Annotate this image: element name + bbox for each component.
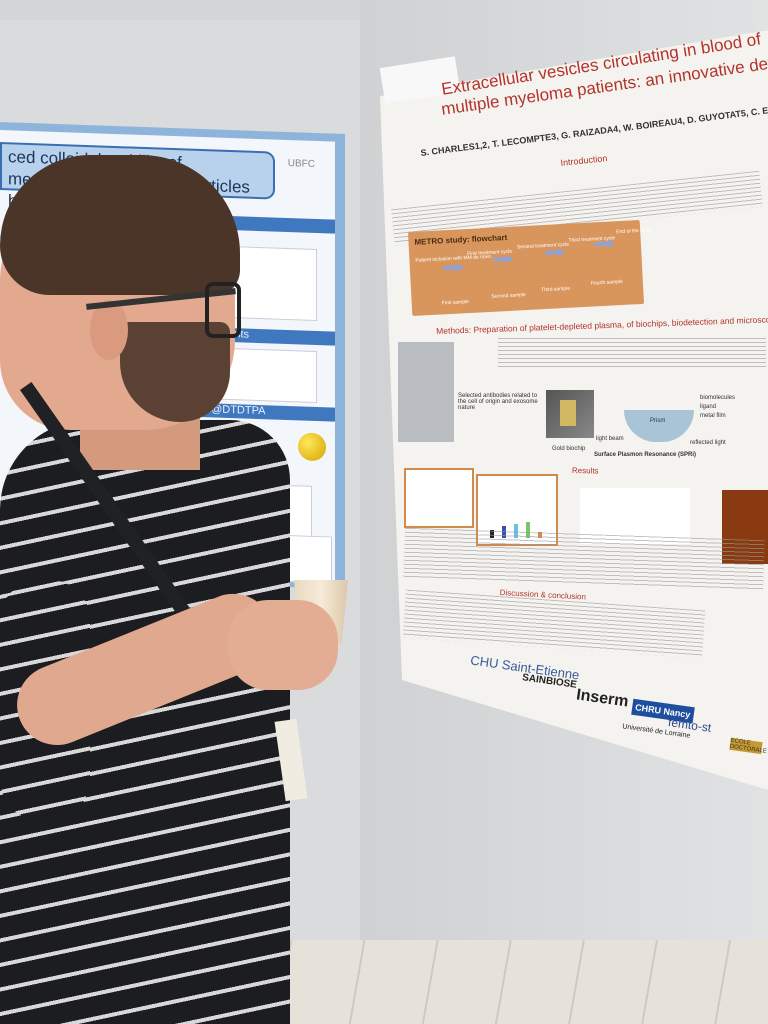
person-hand: [228, 600, 338, 690]
gold-biochip-photo: [546, 390, 594, 438]
arrow-icon: [545, 248, 565, 257]
gold-layer: [560, 400, 576, 426]
spr-label: Surface Plasmon Resonance (SPRi): [594, 452, 697, 458]
flow-step: First treatment cycle: [467, 248, 513, 258]
flowchart: METRO study: flowchart Patient inclusion…: [407, 219, 652, 317]
metal-film-label: metal film: [700, 413, 726, 419]
ligand-label: ligand: [700, 404, 717, 410]
flowchart-title: METRO study: flowchart: [414, 232, 508, 247]
person-hair: [0, 155, 240, 295]
light-beam-label: light beam: [596, 436, 624, 442]
nanoparticle-illustration: [298, 432, 326, 462]
sample-label: Third sample: [541, 285, 571, 294]
sample-label: Second sample: [491, 292, 527, 300]
arrow-icon: [444, 263, 464, 272]
arrow-icon: [493, 255, 513, 264]
bar: [526, 522, 530, 538]
ubfc-logo: UBFC: [287, 158, 315, 170]
flow-step: Second treatment cycle: [516, 241, 570, 251]
sample-label: Fourth sample: [590, 278, 623, 287]
sample-label: First sample: [441, 299, 470, 307]
glasses-lens: [205, 282, 241, 338]
section-results: Results: [571, 466, 599, 476]
biomolecules-label: biomolecules: [700, 395, 736, 401]
prism-label: Prism: [650, 418, 666, 424]
person-ear: [90, 300, 128, 360]
reflected-light-label: reflected light: [690, 440, 726, 446]
results-chart-1: [404, 468, 474, 528]
person-beard: [120, 322, 230, 422]
methods-text: [498, 338, 766, 368]
gold-biochip-label: Gold biochip: [552, 446, 586, 452]
antibodies-label: Selected antibodies related to the cell …: [458, 393, 538, 411]
blood-tubes-image: [398, 342, 454, 442]
